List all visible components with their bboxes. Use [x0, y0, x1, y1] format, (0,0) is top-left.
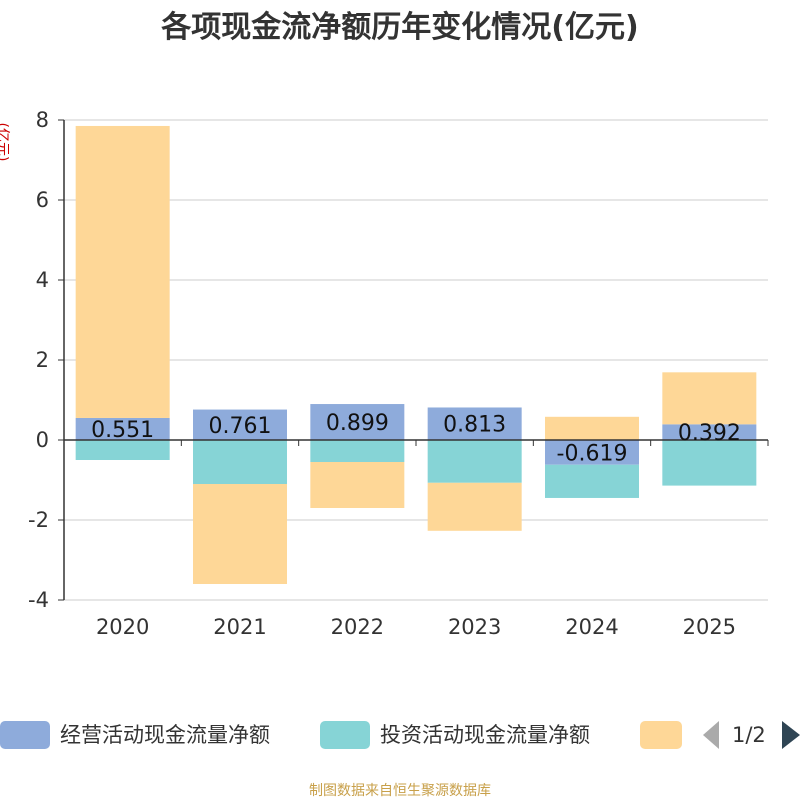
data-label: 0.392 [678, 421, 741, 446]
x-axis-ticks: 2020 2021 2022 2023 2024 2025 [63, 440, 769, 639]
y-tick-label: 0 [36, 428, 49, 452]
legend-page-indicator: 1/2 [732, 723, 766, 747]
data-label: 0.761 [209, 414, 272, 439]
data-label: 0.551 [91, 418, 154, 443]
data-label: 0.813 [443, 413, 506, 438]
chart-title: 各项现金流净额历年变化情况(亿元) [160, 10, 638, 45]
data-source-note: 制图数据来自恒生聚源数据库 [309, 783, 491, 799]
data-labels: 0.551 0.761 0.899 0.813 -0.619 0.392 [91, 411, 741, 466]
bar-2023-series-1 [427, 440, 522, 483]
legend-label-investing[interactable]: 投资活动现金流量净额 [380, 723, 590, 747]
bar-2025-series-0 [662, 424, 757, 440]
legend-swatch-investing[interactable] [320, 721, 370, 749]
legend-prev-page-icon[interactable] [703, 721, 719, 749]
y-tick-label: 2 [36, 348, 49, 372]
y-axis-unit-label: (亿元) [0, 123, 10, 162]
data-label: -0.619 [557, 441, 628, 466]
bar-2020-series-2 [75, 125, 170, 418]
legend-label-operating[interactable]: 经营活动现金流量净额 [60, 723, 270, 747]
y-tick-label: 6 [36, 188, 49, 212]
bar-2021-series-2 [193, 484, 287, 584]
bar-2022-series-2 [310, 462, 405, 508]
x-tick-label: 2025 [683, 615, 736, 639]
y-axis-ticks: 8 6 4 2 0 -2 -4 [28, 108, 49, 612]
bar-2021-series-0 [193, 409, 287, 440]
bar-2022-series-1 [310, 440, 405, 462]
bar-2021-series-1 [193, 440, 287, 484]
bar-2020-series-1 [75, 440, 170, 460]
data-label: 0.899 [326, 411, 389, 436]
bar-2025-series-2 [662, 372, 757, 425]
y-tick-label: 8 [36, 108, 49, 132]
bar-2022-series-0 [310, 404, 405, 440]
bar-2020-series-0 [75, 417, 170, 440]
x-tick-label: 2020 [96, 615, 149, 639]
y-tick-label: -4 [28, 588, 49, 612]
legend-swatch-financing[interactable] [640, 721, 682, 749]
bar-2023-series-0 [427, 407, 522, 440]
bars [75, 125, 757, 584]
legend-swatch-operating[interactable] [0, 721, 50, 749]
x-tick-label: 2022 [331, 615, 384, 639]
legend: 经营活动现金流量净额 投资活动现金流量净额 1/2 [0, 721, 800, 749]
bar-2024-series-0 [545, 440, 639, 465]
bar-2023-series-2 [427, 482, 522, 531]
x-tick-label: 2021 [213, 615, 266, 639]
legend-next-page-icon[interactable] [782, 721, 800, 749]
bar-2024-series-2 [545, 416, 639, 440]
y-tick-label: 4 [36, 268, 49, 292]
x-tick-label: 2023 [448, 615, 501, 639]
bar-2024-series-1 [545, 464, 639, 498]
x-tick-label: 2024 [565, 615, 618, 639]
bar-2025-series-1 [662, 440, 757, 486]
y-tick-label: -2 [28, 508, 49, 532]
